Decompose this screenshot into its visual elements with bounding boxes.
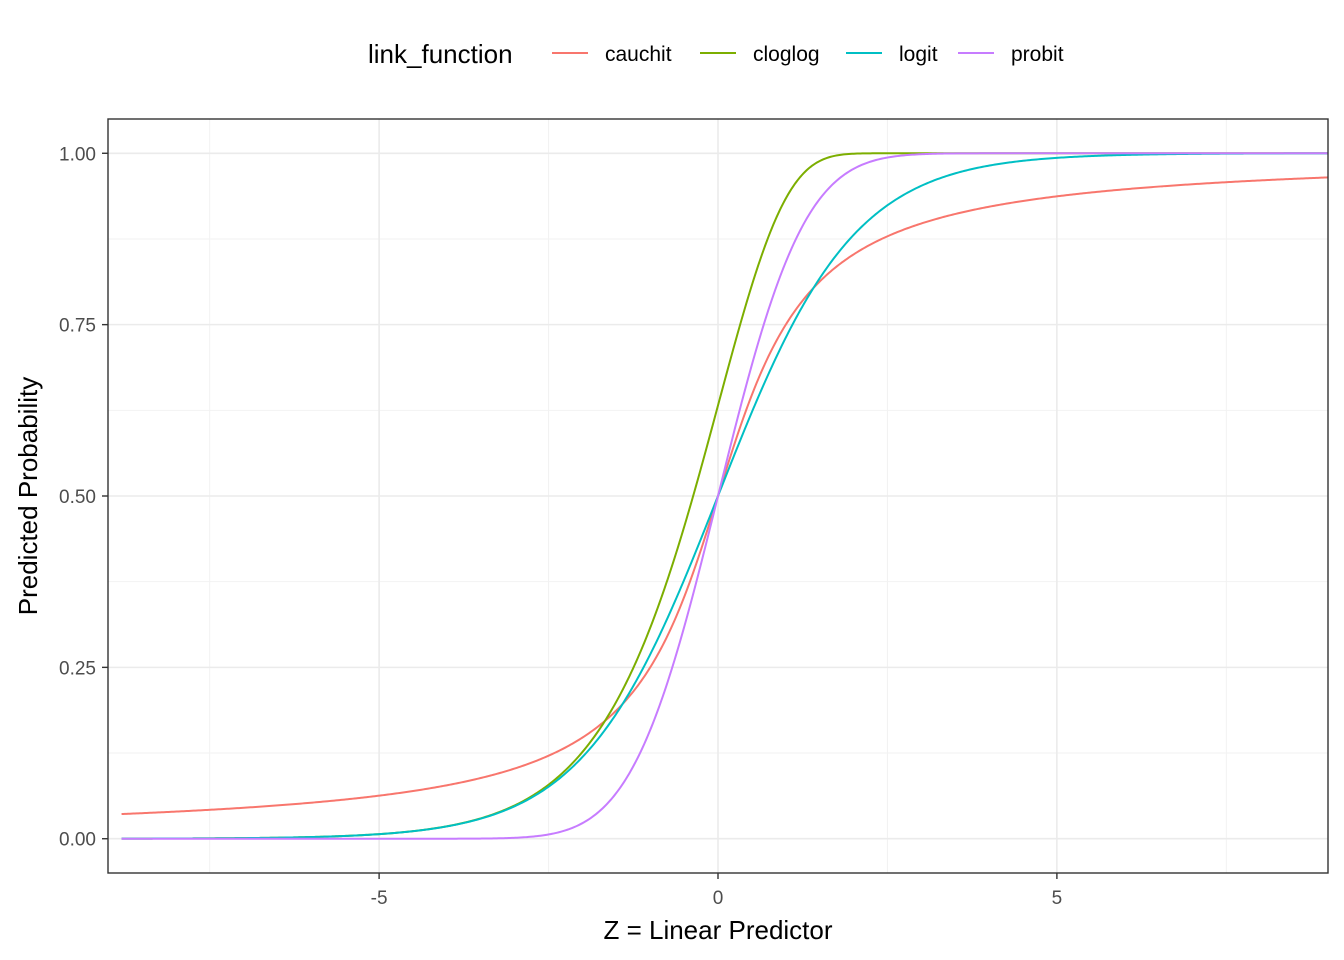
legend-title: link_function	[368, 39, 513, 69]
legend-item-logit: logit	[846, 43, 938, 66]
x-tick-label: 0	[713, 888, 724, 909]
legend-item-cauchit: cauchit	[552, 43, 672, 66]
y-axis: 0.00 0.25 0.50 0.75 1.00	[59, 144, 108, 851]
legend-items: cauchit cloglog logit probit	[552, 43, 1064, 66]
plot-panel	[107, 118, 1329, 874]
y-tick-label: 0.75	[59, 316, 96, 337]
y-tick-label: 0.50	[59, 487, 96, 508]
series-line-probit	[121, 152, 1328, 840]
series-line-cauchit	[121, 176, 1329, 816]
x-tick-label: 5	[1052, 888, 1063, 909]
legend-label-probit: probit	[1011, 43, 1064, 66]
x-tick-label: -5	[371, 888, 388, 909]
series-lines	[121, 152, 1329, 840]
x-axis: -5 0 5	[371, 873, 1063, 909]
series-line-logit	[121, 152, 1328, 840]
legend: link_function cauchit cloglog logit probit	[368, 39, 1064, 69]
legend-item-probit: probit	[958, 43, 1064, 66]
legend-label-cauchit: cauchit	[605, 43, 672, 66]
y-tick-label: 1.00	[59, 144, 96, 165]
legend-item-cloglog: cloglog	[700, 43, 820, 66]
y-tick-label: 0.00	[59, 830, 96, 851]
legend-label-logit: logit	[899, 43, 938, 66]
x-axis-title: Z = Linear Predictor	[603, 915, 832, 945]
y-tick-label: 0.25	[59, 658, 96, 679]
y-axis-title: Predicted Probability	[13, 377, 43, 615]
legend-label-cloglog: cloglog	[753, 43, 820, 66]
